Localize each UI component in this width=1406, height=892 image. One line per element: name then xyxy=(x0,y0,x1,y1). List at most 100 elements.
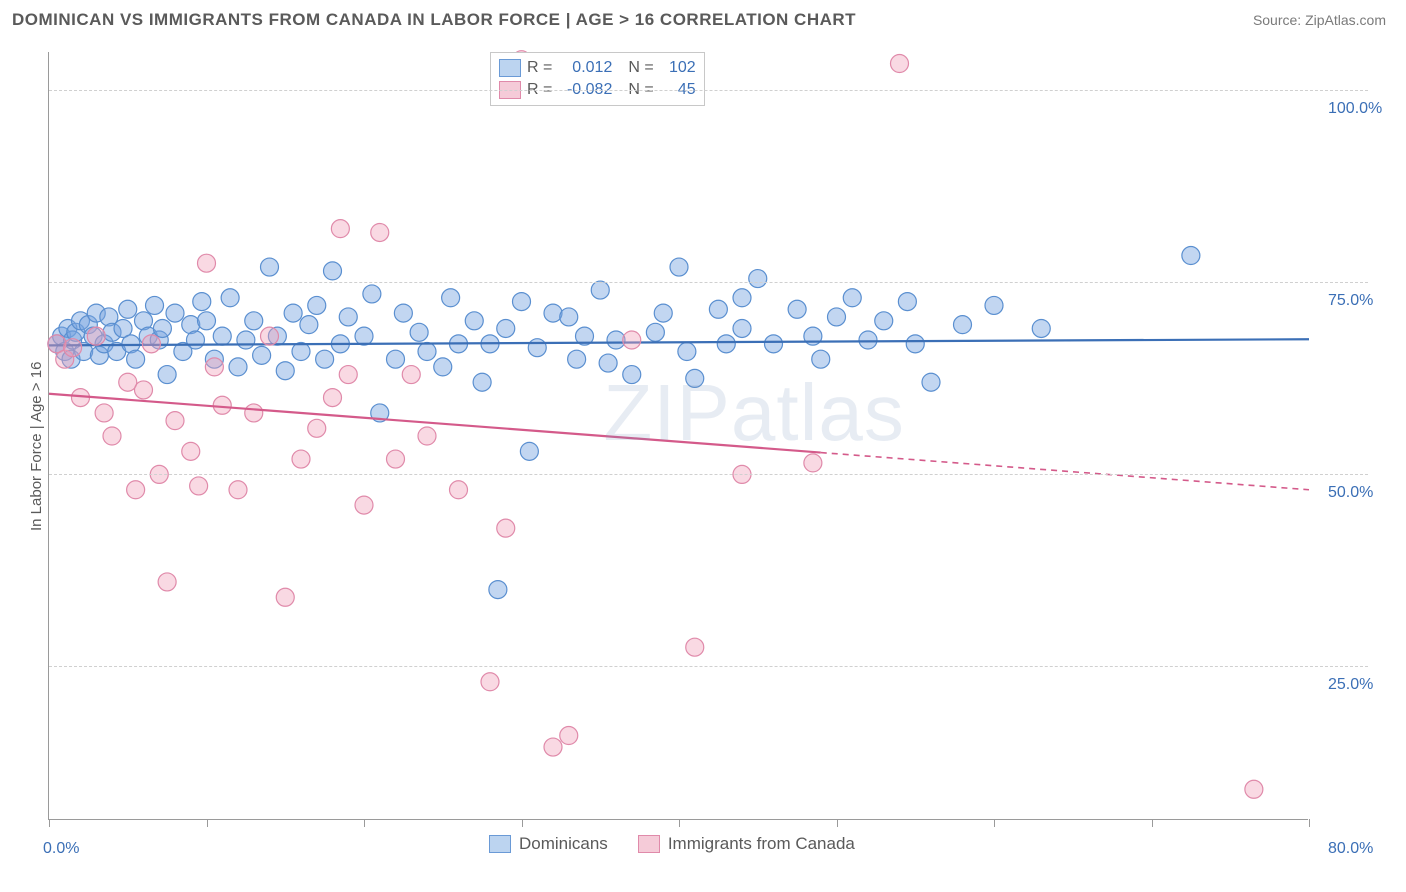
data-point xyxy=(434,358,452,376)
series-legend: Dominicans Immigrants from Canada xyxy=(489,834,855,854)
data-point xyxy=(387,450,405,468)
y-tick-label: 25.0% xyxy=(1328,676,1373,694)
data-point xyxy=(812,350,830,368)
data-point xyxy=(355,496,373,514)
data-point xyxy=(678,343,696,361)
gridline xyxy=(49,474,1368,475)
scatter-plot-svg xyxy=(49,52,1309,820)
gridline xyxy=(49,282,1368,283)
data-point xyxy=(875,312,893,330)
r-label: R = xyxy=(527,59,552,77)
data-point xyxy=(142,335,160,353)
trend-line xyxy=(49,394,821,453)
data-point xyxy=(544,738,562,756)
legend-swatch xyxy=(499,59,521,77)
data-point xyxy=(127,481,145,499)
y-tick-label: 50.0% xyxy=(1328,484,1373,502)
legend-series-item: Dominicans xyxy=(489,834,608,854)
data-point xyxy=(237,331,255,349)
data-point xyxy=(127,350,145,368)
legend-stat-row: R =0.012N =102 xyxy=(499,57,696,79)
data-point xyxy=(733,289,751,307)
chart-source: Source: ZipAtlas.com xyxy=(1253,12,1386,28)
data-point xyxy=(599,354,617,372)
r-value: 0.012 xyxy=(558,59,612,77)
data-point xyxy=(891,55,909,73)
x-tick xyxy=(1309,819,1310,827)
data-point xyxy=(261,258,279,276)
data-point xyxy=(186,331,204,349)
data-point xyxy=(363,285,381,303)
data-point xyxy=(95,404,113,422)
data-point xyxy=(686,369,704,387)
data-point xyxy=(513,293,531,311)
gridline xyxy=(49,666,1368,667)
data-point xyxy=(182,442,200,460)
x-tick xyxy=(837,819,838,827)
data-point xyxy=(355,327,373,345)
x-tick xyxy=(364,819,365,827)
data-point xyxy=(371,223,389,241)
data-point xyxy=(733,319,751,337)
y-tick-label: 100.0% xyxy=(1328,100,1382,118)
data-point xyxy=(324,389,342,407)
data-point xyxy=(153,319,171,337)
data-point xyxy=(544,304,562,322)
data-point xyxy=(324,262,342,280)
data-point xyxy=(292,450,310,468)
data-point xyxy=(497,319,515,337)
legend-series-label: Immigrants from Canada xyxy=(668,834,855,854)
x-end-label: 80.0% xyxy=(1328,840,1373,858)
data-point xyxy=(158,366,176,384)
data-point xyxy=(843,289,861,307)
data-point xyxy=(670,258,688,276)
data-point xyxy=(709,300,727,318)
x-tick xyxy=(679,819,680,827)
data-point xyxy=(954,316,972,334)
n-label: N = xyxy=(628,59,653,77)
data-point xyxy=(922,373,940,391)
data-point xyxy=(623,366,641,384)
data-point xyxy=(623,331,641,349)
data-point xyxy=(394,304,412,322)
data-point xyxy=(276,588,294,606)
data-point xyxy=(497,519,515,537)
data-point xyxy=(804,454,822,472)
x-tick xyxy=(207,819,208,827)
x-tick xyxy=(522,819,523,827)
data-point xyxy=(1032,319,1050,337)
data-point xyxy=(465,312,483,330)
data-point xyxy=(308,419,326,437)
x-tick xyxy=(49,819,50,827)
data-point xyxy=(418,343,436,361)
data-point xyxy=(166,304,184,322)
data-point xyxy=(717,335,735,353)
data-point xyxy=(198,312,216,330)
data-point xyxy=(560,308,578,326)
data-point xyxy=(229,481,247,499)
data-point xyxy=(906,335,924,353)
data-point xyxy=(481,673,499,691)
correlation-legend: R =0.012N =102R =-0.082N =45 xyxy=(490,52,705,106)
legend-swatch xyxy=(638,835,660,853)
data-point xyxy=(308,296,326,314)
chart-header: DOMINICAN VS IMMIGRANTS FROM CANADA IN L… xyxy=(0,0,1406,40)
chart-container: ZIPatlas R =0.012N =102R =-0.082N =45 In… xyxy=(0,40,1406,870)
data-point xyxy=(442,289,460,307)
data-point xyxy=(520,442,538,460)
trend-line-extrapolated xyxy=(821,453,1309,490)
data-point xyxy=(190,477,208,495)
data-point xyxy=(418,427,436,445)
data-point xyxy=(166,412,184,430)
data-point xyxy=(253,346,271,364)
legend-series-item: Immigrants from Canada xyxy=(638,834,855,854)
data-point xyxy=(788,300,806,318)
data-point xyxy=(103,427,121,445)
data-point xyxy=(146,296,164,314)
data-point xyxy=(568,350,586,368)
data-point xyxy=(410,323,428,341)
data-point xyxy=(245,404,263,422)
legend-series-label: Dominicans xyxy=(519,834,608,854)
x-start-label: 0.0% xyxy=(43,840,79,858)
data-point xyxy=(528,339,546,357)
